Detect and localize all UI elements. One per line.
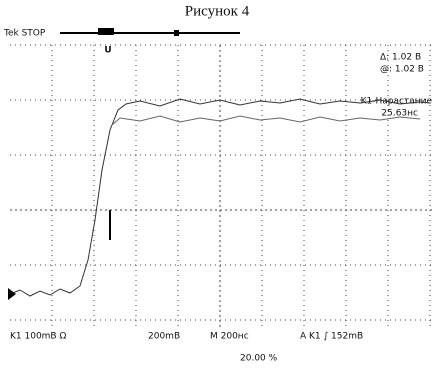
channel-scale: K1 100mB Ω [10,332,66,342]
trigger: A K1 ∫ 152mB [300,332,363,342]
timebase: M 200нс [210,332,249,342]
cursor-delta: Δ: 1.02 B [380,53,421,63]
trigger-pos: U [104,46,111,56]
caption: Рисунок 4 [185,3,250,19]
view-marker [174,30,179,36]
scope-status: Tek STOP [3,29,46,39]
graticule [10,45,432,330]
channel2-scale: 200mB [148,332,180,342]
ground-marker [8,288,16,300]
cursor-abs: @: 1.02 B [380,65,424,75]
trigger-marker [98,28,114,35]
waveform-2 [112,116,420,125]
position: 20.00 % [240,354,278,364]
figure: Рисунок 4 Tek STOP U Δ: 1.02 B @: 1.02 B… [0,0,435,375]
